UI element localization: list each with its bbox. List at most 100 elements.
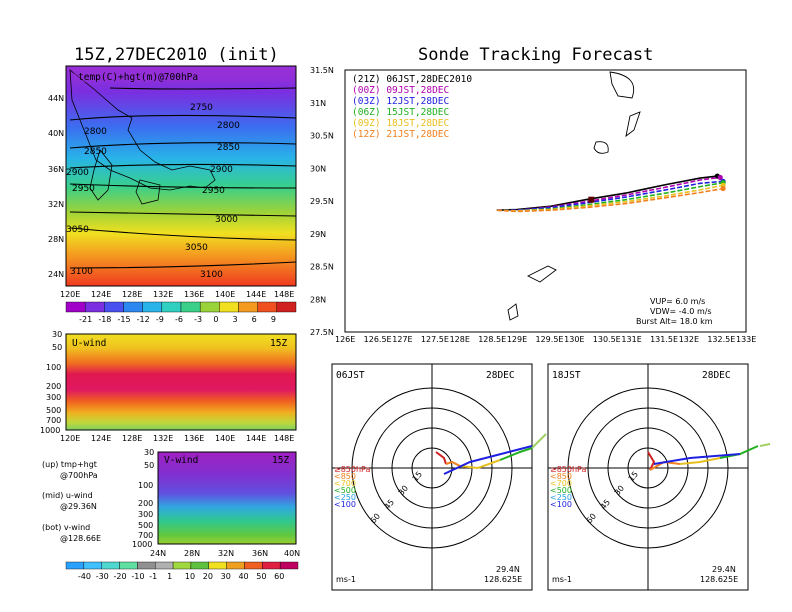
contour-label: 3050 <box>185 243 208 253</box>
lon-tick: 132E <box>153 434 173 443</box>
colorbar-tick: -40 <box>78 572 91 581</box>
track-map-frame <box>344 69 747 333</box>
colorbar-swatch <box>226 561 245 570</box>
colorbar-swatch <box>180 301 201 313</box>
p-tick: 300 <box>138 510 153 519</box>
p-tick: 700 <box>46 416 61 425</box>
lat-tick: 30N <box>310 164 326 173</box>
note-line: (bot) v-wind <box>42 523 90 532</box>
lon-tick: 128.5E <box>478 335 506 344</box>
lon-tick: 140E <box>215 434 235 443</box>
colorbar-tick: 30 <box>221 572 231 581</box>
hodo-level: <250 <box>550 493 572 502</box>
p-tick: 50 <box>144 461 154 470</box>
legend-entry: (21Z) 06JST,28DEC2010 <box>352 74 472 85</box>
colorbar-swatch <box>238 301 258 313</box>
hodo-trace <box>443 445 533 475</box>
lat-tick: 30.5N <box>310 132 334 141</box>
lon-tick: 132E <box>679 335 699 344</box>
japan-coastline <box>69 69 216 191</box>
contour-label: 2950 <box>72 184 95 194</box>
hodo-level: <700 <box>334 479 356 488</box>
temp-map-fill <box>66 66 296 286</box>
lat-tick: 27.5N <box>310 328 334 337</box>
lat-tick: 44N <box>48 94 64 103</box>
kyushu-island-outline <box>609 71 635 99</box>
hodo-trace <box>759 443 771 447</box>
colorbar-tick: 1 <box>167 572 172 581</box>
wind-colorbar: -40 -30 -20 -10 -1 1 10 20 30 40 50 60 <box>65 561 299 581</box>
lat-tick: 36N <box>252 549 268 558</box>
p-tick: 1000 <box>132 540 152 549</box>
hodo-level: <500 <box>550 486 572 495</box>
lon-tick: 127.5E <box>421 335 449 344</box>
hodo-level: ≥850hPa <box>550 465 587 474</box>
colorbar-swatch <box>83 561 102 570</box>
lon-tick: 130E <box>564 335 584 344</box>
lon-tick: 132E <box>153 290 173 299</box>
lat-tick: 24N <box>150 549 166 558</box>
lon-tick: 126.5E <box>364 335 392 344</box>
yakushima-island-outline <box>593 141 609 154</box>
colorbar-swatch <box>276 301 297 313</box>
track-series <box>496 173 726 213</box>
u-wind-fill <box>66 334 296 430</box>
colorbar-tick: -30 <box>96 572 109 581</box>
colorbar-tick: 10 <box>185 572 195 581</box>
legend-entry: (09Z) 18JST,28DEC <box>352 118 449 129</box>
colorbar-tick: 20 <box>203 572 213 581</box>
contour-label: 2800 <box>84 127 107 137</box>
colorbar-swatch <box>119 561 138 570</box>
hodo-level: <100 <box>550 500 572 509</box>
note-line: @29.36N <box>60 502 97 511</box>
colorbar-swatch <box>142 301 163 313</box>
p-tick: 200 <box>46 382 61 391</box>
u-wind-time: 15Z <box>270 338 287 349</box>
launch-params: VUP= 6.0 m/s VDW= -4.0 m/s Burst Alt= 18… <box>636 297 713 326</box>
param-burst: Burst Alt= 18.0 km <box>636 317 713 326</box>
colorbar-swatch <box>161 301 182 313</box>
track-end-marker <box>720 185 726 192</box>
lon-tick: 129E <box>507 335 527 344</box>
lon-tick: 132.5E <box>707 335 735 344</box>
temp-map-lon-ticks: 120E 124E 128E 132E 136E 140E 144E 148E <box>60 290 294 299</box>
u-wind-panel: U-wind 15Z <box>65 333 297 431</box>
colorbar-swatch <box>244 561 263 570</box>
hodo-trace <box>647 451 656 471</box>
u-wind-label: U-wind <box>72 338 106 349</box>
contour-label: 2950 <box>202 186 225 196</box>
hodo-level: <850 <box>334 472 356 481</box>
note-line: (up) tmp+hgt <box>42 460 97 469</box>
lon-tick: 126E <box>335 335 355 344</box>
colorbar-tick: -12 <box>137 315 150 324</box>
hodo-trace <box>653 453 741 465</box>
temp-colorbar: -21 -18 -15 -12 -9 -6 -3 0 3 6 9 <box>65 301 297 324</box>
v-wind-fill <box>158 452 296 544</box>
v-wind-frame <box>157 451 297 545</box>
hodo-level: <250 <box>334 493 356 502</box>
hodo-date: 28DEC <box>702 370 731 381</box>
contour-label: 2900 <box>210 165 233 175</box>
colorbar-tick: 60 <box>274 572 284 581</box>
lat-tick: 40N <box>284 549 300 558</box>
colorbar-swatch <box>257 301 278 313</box>
lon-tick: 133E <box>736 335 756 344</box>
track-line <box>496 187 724 213</box>
legend-entry: (06Z) 15JST,28DEC <box>352 107 449 118</box>
hodo-date: 28DEC <box>486 370 515 381</box>
note-line: @128.66E <box>60 534 101 543</box>
hodo-unit: ms-1 <box>552 575 572 584</box>
contour-label: 2850 <box>84 147 107 157</box>
colorbar-swatch <box>262 561 281 570</box>
track-lat-ticks: 31.5N 31N 30.5N 30N 29.5N 29N 28.5N 28N 27.5N <box>310 66 334 337</box>
contour-label: 2750 <box>190 103 213 113</box>
colorbar-tick: 40 <box>238 572 248 581</box>
hodo-unit: ms-1 <box>336 575 356 584</box>
overlay-label-bg <box>74 70 294 82</box>
colorbar-swatch <box>65 561 85 570</box>
contour-label: 2900 <box>66 168 89 178</box>
temp-map-lat-ticks: 44N 40N 36N 32N 28N 24N <box>48 94 64 279</box>
v-wind-lat-ticks: 24N 28N 32N 36N 40N <box>150 549 300 558</box>
hodo-lat: 29.4N <box>496 565 520 574</box>
v-wind-panel: V-wind 15Z <box>157 451 297 545</box>
